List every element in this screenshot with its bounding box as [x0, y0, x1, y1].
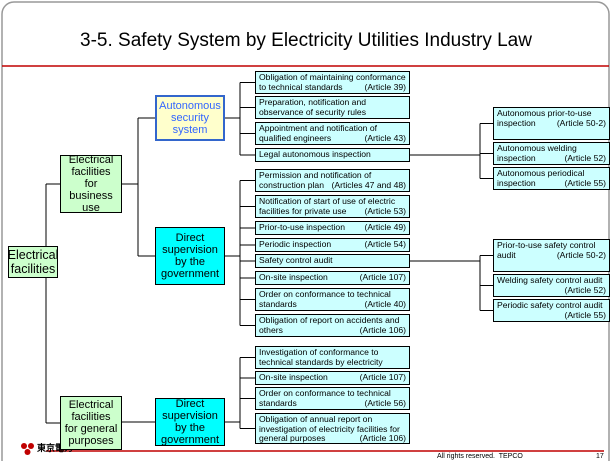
article: (Article 54)	[364, 239, 406, 249]
article: (Article 40)	[364, 298, 406, 309]
article: (Article 106)	[359, 433, 406, 444]
item-box: Order on conformance to technical standa…	[255, 387, 410, 410]
item-text: Prior-to-use inspection	[259, 222, 345, 232]
item-box: Obligation of annual report on investiga…	[255, 413, 410, 444]
item-box: On-site inspection (Article 107)	[255, 371, 410, 385]
article: (Article 107)	[359, 372, 406, 382]
branch-box: Direct supervision by the government	[155, 398, 225, 446]
article: (Article 107)	[359, 272, 406, 282]
item-box: Legal autonomous inspection	[255, 148, 410, 162]
slide-title: 3-5. Safety System by Electricity Utilit…	[80, 30, 532, 51]
sub-item-box: Autonomous prior-to-use inspection (Artic…	[493, 107, 610, 140]
article: (Article 53)	[364, 205, 406, 216]
article: (Article 55)	[564, 309, 606, 320]
item-text: Periodic inspection	[259, 239, 332, 249]
item-box: On-site inspection (Article 107)	[255, 271, 410, 285]
item-text: On-site inspection	[259, 272, 328, 282]
item-text: Obligation of maintaining conformance to…	[259, 72, 406, 92]
item-text: On-site inspection	[259, 372, 328, 382]
item-text: Welding safety control audit	[497, 275, 603, 285]
article: (Article 57)	[364, 367, 406, 368]
root-box: Electrical facilities	[8, 246, 58, 278]
item-text: Autonomous welding inspection	[497, 143, 577, 163]
article: (Article 49)	[364, 222, 406, 232]
page-number: 17	[596, 453, 604, 460]
item-text: Appointment and notification of qualifie…	[259, 123, 378, 143]
sub-item-box: Periodic safety control audit (Article 55…	[493, 299, 610, 322]
sub-item-box: Autonomous welding inspection (Article 52…	[493, 142, 610, 165]
item-text: Notification of start of use of electric…	[259, 196, 396, 216]
item-text: Prior-to-use safety control audit	[497, 240, 596, 260]
item-box: Periodic inspection (Article 54)	[255, 238, 410, 252]
item-text: Preparation, notification and observance…	[259, 97, 367, 117]
article: (Article 106)	[359, 324, 406, 335]
branch-box: Direct supervision by the government	[155, 227, 225, 285]
item-box: Safety control audit	[255, 254, 410, 268]
item-text: Permission and notification of construct…	[259, 170, 372, 190]
copyright: All rights reserved. TEPCO	[437, 453, 523, 460]
item-box: Notification of start of use of electric…	[255, 195, 410, 218]
group-box: Electrical facilities for general purpos…	[60, 396, 122, 450]
logo-mark	[21, 443, 27, 449]
item-text: Investigation of conformance to technica…	[259, 347, 383, 368]
sub-item-box: Autonomous periodical inspection (Article…	[493, 167, 610, 190]
branch-box: Autonomous security system	[155, 95, 225, 141]
article: (Article 56)	[364, 397, 406, 408]
article: (Article 52)	[564, 284, 606, 295]
article: (Article 50-2)	[556, 117, 606, 128]
article: (Article 52)	[564, 152, 606, 163]
item-text: Obligation of annual report on investiga…	[259, 414, 400, 444]
logo-mark	[24, 449, 31, 455]
item-box: Order on conformance to technical standa…	[255, 288, 410, 311]
sub-item-box: Prior-to-use safety control audit (Articl…	[493, 239, 610, 272]
item-box: Investigation of conformance to technica…	[255, 346, 410, 369]
item-box: Obligation of report on accidents and ot…	[255, 314, 410, 337]
item-text: Periodic safety control audit	[497, 300, 603, 310]
item-text: Order on conformance to technical standa…	[259, 388, 391, 408]
item-text: Safety control audit	[259, 255, 333, 265]
sub-item-box: Welding safety control audit (Article 52)	[493, 274, 610, 297]
logo-mark	[28, 443, 34, 449]
article: (Article 42)	[364, 117, 406, 118]
item-box: Prior-to-use inspection (Article 49)	[255, 221, 410, 235]
item-text: Autonomous prior-to-use inspection	[497, 108, 592, 128]
article: (Article 39)	[364, 81, 406, 92]
article: (Article 55)	[564, 177, 606, 188]
article: (Article 43)	[364, 132, 406, 143]
item-text: Obligation of report on accidents and ot…	[259, 315, 400, 335]
item-box: Permission and notification of construct…	[255, 169, 410, 192]
article: (Articles 47 and 48)	[331, 179, 406, 190]
group-box: Electrical facilities for business use	[60, 155, 122, 213]
item-text: Legal autonomous inspection	[259, 149, 371, 159]
item-text: Autonomous periodical inspection	[497, 168, 585, 188]
item-box: Preparation, notification and observance…	[255, 96, 410, 119]
item-box: Obligation of maintaining conformance to…	[255, 71, 410, 94]
item-box: Appointment and notification of qualifie…	[255, 122, 410, 145]
article: (Article 50-2)	[556, 249, 606, 260]
logo-text: 東京電力	[37, 443, 74, 453]
item-text: Order on conformance to technical standa…	[259, 289, 391, 309]
